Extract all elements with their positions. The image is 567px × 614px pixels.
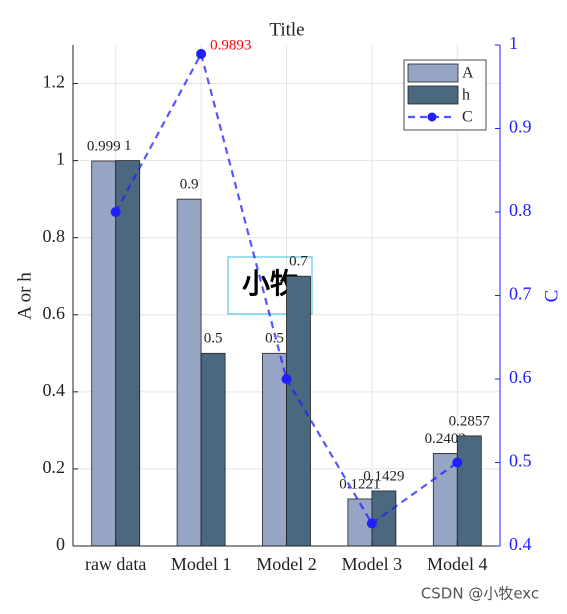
data-label: 0.999 <box>87 138 121 154</box>
legend-swatch <box>407 63 459 83</box>
highlight-label: 0.9893 <box>210 37 251 53</box>
y-axis-label: A or h <box>14 272 35 320</box>
data-label: 0.7 <box>289 254 308 270</box>
bar <box>200 352 226 547</box>
bar <box>371 490 397 547</box>
x-tick-label: Model 1 <box>171 554 232 574</box>
bar <box>115 160 141 547</box>
footer: CSDN @小牧exc <box>421 585 539 603</box>
x-tick-label: Model 2 <box>256 554 317 574</box>
bar <box>286 275 311 547</box>
y2-axis-label: C <box>541 290 562 303</box>
x-tick-label: Model 4 <box>427 554 488 574</box>
y-tick-label: 0.8 <box>43 226 66 246</box>
bar <box>176 198 202 547</box>
point <box>366 518 377 529</box>
y2-tick-label: 0.8 <box>509 200 532 220</box>
data-label: 0.9 <box>180 177 199 193</box>
bar <box>91 160 117 547</box>
y-tick-label: 1 <box>56 149 65 169</box>
data-label: 0.1429 <box>363 468 404 484</box>
bar <box>432 452 458 547</box>
y2-tick-label: 0.9 <box>509 117 532 137</box>
data-label: 0.5 <box>265 331 284 347</box>
point <box>196 48 207 59</box>
y2-tick-label: 0.6 <box>509 367 532 387</box>
data-label: 0.1221 <box>339 476 380 492</box>
y2-tick-label: 0.7 <box>509 284 532 304</box>
point <box>281 374 292 384</box>
point <box>110 207 121 217</box>
y-tick-label: 0.6 <box>43 303 66 323</box>
x-tick-label: Model 3 <box>342 554 403 574</box>
legend-marker <box>427 112 437 122</box>
y-tick-label: 1.2 <box>43 72 66 92</box>
data-label: 0.2403 <box>425 431 466 447</box>
y2-tick-label: 1 <box>509 33 518 53</box>
data-label: 0.5 <box>204 331 223 347</box>
data-label: 0.2857 <box>449 413 491 429</box>
y-tick-label: 0 <box>56 534 65 554</box>
point <box>452 457 463 468</box>
legend-label: h <box>462 87 470 104</box>
legend-swatch <box>407 85 459 105</box>
y2-tick-label: 0.5 <box>509 451 532 471</box>
legend-label: A <box>462 65 474 82</box>
bar <box>456 435 482 547</box>
x-tick-label: raw data <box>85 554 146 574</box>
y-tick-label: 0.2 <box>43 457 66 477</box>
chart-title: Title <box>269 19 304 40</box>
y-tick-label: 0.4 <box>43 380 66 400</box>
data-label: 1 <box>124 138 132 154</box>
legend-label: C <box>462 109 473 126</box>
y2-tick-label: 0.4 <box>509 534 532 554</box>
